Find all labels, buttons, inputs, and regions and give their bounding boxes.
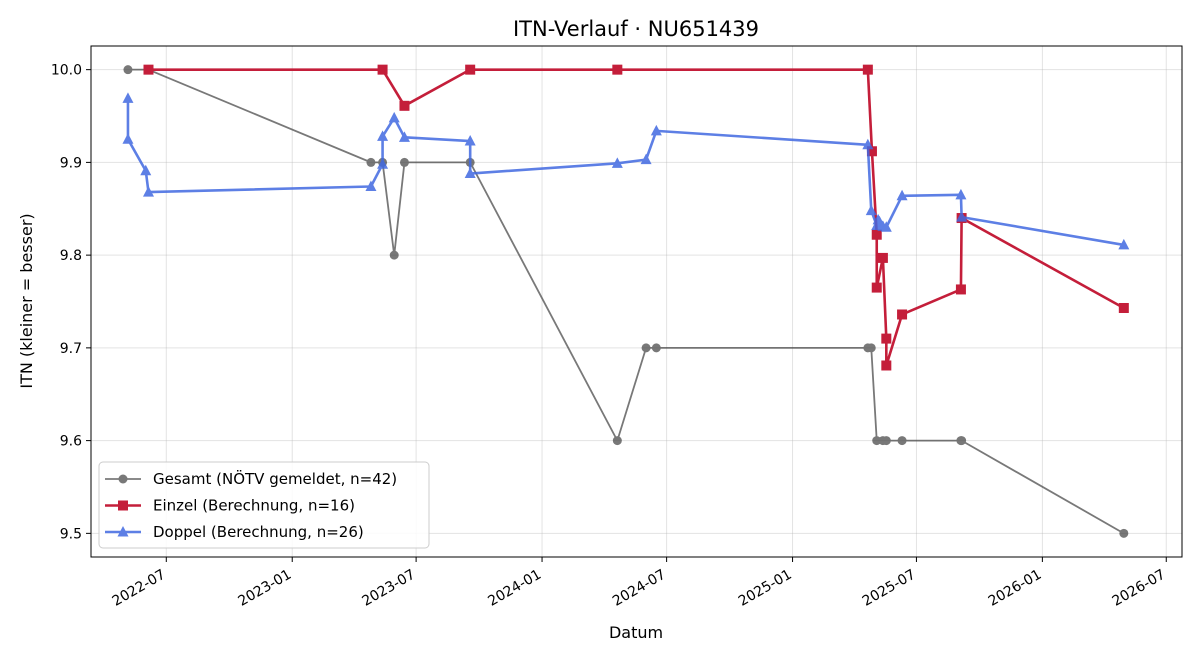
data-point-einzel [871, 229, 882, 240]
legend-box [98, 461, 430, 549]
data-point-doppel [880, 221, 892, 232]
data-point-einzel [612, 64, 623, 75]
data-point-doppel [464, 167, 476, 179]
legend-marker [118, 500, 128, 511]
data-point-doppel [865, 204, 877, 216]
data-point-einzel [399, 100, 410, 111]
y-tick-label: 9.5 [60, 526, 82, 542]
data-point-gesamt [399, 157, 409, 167]
data-point-gesamt [957, 436, 967, 446]
y-tick-label: 10.0 [51, 63, 82, 79]
data-point-gesamt [651, 343, 661, 353]
data-point-doppel [862, 138, 874, 150]
legend: Gesamt (NÖTV gemeldet, n=42) Einzel (Bere… [98, 461, 430, 549]
data-point-doppel [650, 124, 662, 136]
data-point-doppel [464, 135, 476, 146]
data-point-gesamt [866, 343, 876, 353]
data-point-doppel [955, 188, 967, 200]
data-point-doppel [388, 111, 400, 123]
data-point-gesamt [1119, 528, 1129, 538]
y-tick-label: 9.9 [60, 155, 82, 171]
data-point-gesamt [389, 250, 399, 260]
x-axis-title: Datum [609, 623, 663, 642]
legend-marker [118, 474, 128, 484]
legend-item-einzel [105, 500, 141, 511]
data-point-doppel [896, 189, 908, 201]
data-point-doppel [122, 133, 134, 144]
data-point-doppel [365, 180, 377, 192]
data-point-einzel [897, 309, 908, 320]
data-point-einzel [871, 282, 882, 293]
y-tick-label: 9.8 [60, 248, 82, 264]
y-tick-label: 9.7 [60, 341, 82, 357]
data-point-gesamt [881, 436, 891, 446]
legend-marker [117, 526, 129, 537]
data-point-einzel [465, 64, 476, 75]
data-point-gesamt [641, 343, 651, 353]
legend-item-doppel [105, 526, 141, 537]
data-point-doppel [611, 157, 623, 168]
legend-item-gesamt [105, 474, 141, 484]
legend-label: Gesamt (NÖTV gemeldet, n=42) [153, 469, 397, 488]
data-point-gesamt [612, 436, 622, 446]
data-point-einzel [1118, 302, 1129, 313]
grid [91, 46, 1182, 557]
data-point-gesamt [872, 436, 882, 446]
data-point-einzel [877, 252, 888, 263]
data-point-einzel [866, 146, 877, 157]
data-point-doppel [398, 131, 410, 142]
data-point-doppel [377, 130, 389, 141]
data-point-gesamt [123, 65, 133, 75]
data-point-doppel [142, 186, 154, 197]
data-point-doppel [377, 158, 389, 169]
data-point-gesamt [897, 436, 907, 446]
data-point-doppel [1118, 238, 1130, 250]
data-point-einzel [377, 64, 388, 75]
data-point-einzel [881, 333, 892, 344]
data-point-doppel [140, 164, 152, 176]
data-point-einzel [955, 284, 966, 295]
series-layer [122, 64, 1130, 538]
plot-frame [90, 45, 1183, 558]
data-point-einzel [862, 64, 873, 75]
y-tick-label: 9.6 [60, 434, 82, 450]
data-point-doppel [956, 211, 968, 222]
y-axis-title: ITN (kleiner = besser) [17, 213, 36, 388]
data-point-doppel [640, 153, 652, 165]
data-point-doppel [122, 92, 134, 103]
data-point-einzel [143, 64, 154, 75]
data-point-gesamt [366, 157, 376, 167]
legend-label: Einzel (Berechnung, n=16) [153, 497, 355, 515]
data-point-einzel [881, 360, 892, 371]
series-doppel [122, 92, 1130, 250]
series-line-einzel [148, 68, 1125, 367]
legend-label: Doppel (Berechnung, n=26) [153, 523, 364, 541]
chart-title: ITN-Verlauf · NU651439 [513, 17, 759, 41]
